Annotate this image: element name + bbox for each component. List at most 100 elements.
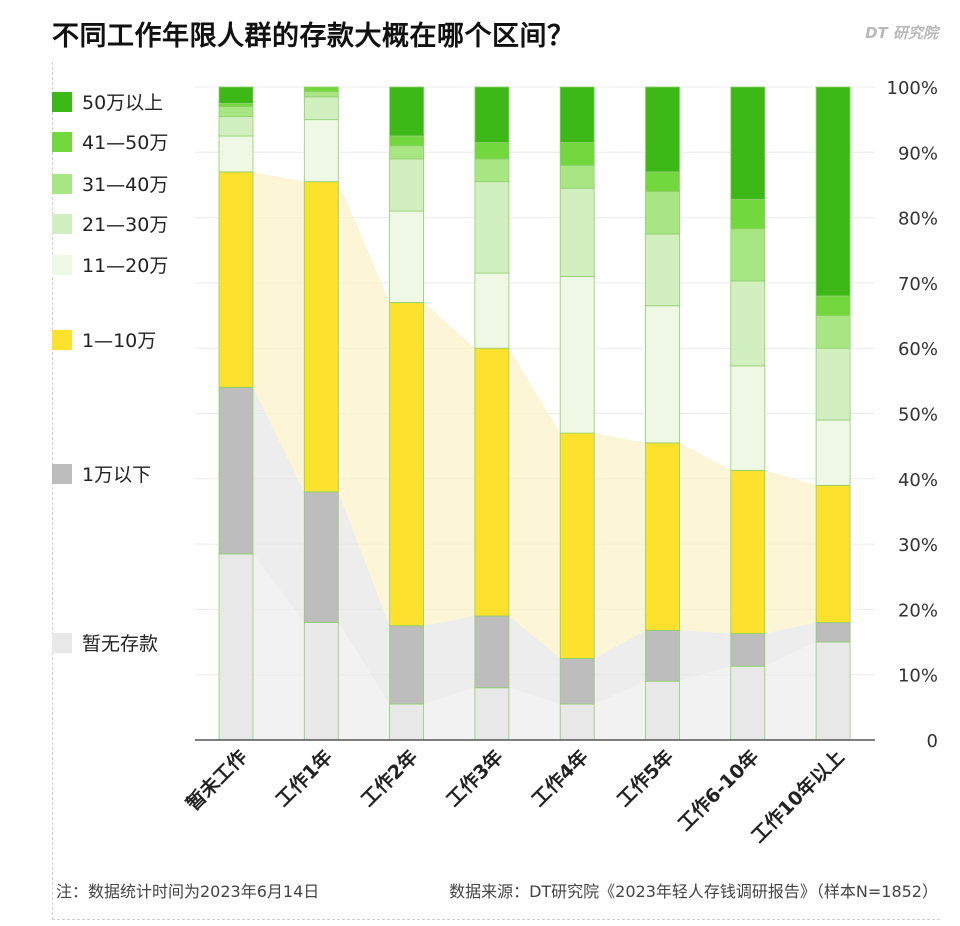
bar-segment [559,703,595,741]
bar-segment [303,91,339,98]
bar-segment [389,703,425,741]
legend-label: 21—30万 [82,214,169,236]
footer-note: 注：数据统计时间为2023年6月14日 [56,882,320,901]
brand-logo: DT 研究院 [865,24,938,42]
bar-segment [389,302,425,627]
bar-segment [389,135,425,147]
bar-segment [218,115,254,137]
bar-segment [815,315,851,349]
x-tick-label: 工作6-10年 [673,745,763,835]
y-tick-label: 50% [898,405,938,426]
y-tick-label: 100% [887,78,938,99]
bar-segment [389,625,425,705]
bar-segment [303,86,339,92]
bar-segment [815,419,851,486]
bar-segment [645,233,680,307]
bar-segment [559,164,595,189]
legend-item: 41—50万 [52,128,168,155]
bar-segment [730,633,766,667]
y-tick-label: 90% [898,143,938,164]
bar-segment [559,275,595,434]
x-tick-label: 工作1年 [271,745,337,811]
y-tick-label: 80% [898,209,938,230]
bar-segment [218,102,254,107]
bar-segment [559,86,595,143]
legend-item: 50万以上 [52,88,163,115]
legend-label: 1万以下 [82,464,152,486]
bar-segment [730,280,766,367]
bar-segment [303,622,339,741]
bar-segment [303,491,339,623]
y-tick-label: 0 [927,731,938,752]
legend-swatch [52,91,72,112]
x-tick-label: 工作3年 [442,745,508,811]
x-tick-label: 工作5年 [612,745,678,811]
legend-label: 31—40万 [82,174,169,196]
bar-segment [389,145,425,160]
x-tick-label: 工作4年 [527,745,593,811]
legend-label: 1—10万 [82,330,157,352]
bar-segment [474,347,510,617]
bar-segment [815,347,851,421]
bar-segment [815,86,851,297]
chart-frame [52,62,940,920]
bar-segment [815,295,851,316]
x-tick-label: 暂未工作 [182,745,252,815]
legend-swatch [52,463,72,484]
bar-segment [730,665,766,741]
bar-segment [730,86,766,200]
bar-segment [645,171,680,192]
bar-segment [218,106,254,117]
y-tick-label: 60% [898,339,938,360]
bar-segment [815,484,851,623]
legend-item: 暂无存款 [52,629,158,656]
bar-segment [303,181,339,493]
y-tick-label: 70% [898,274,938,295]
legend-label: 11—20万 [82,255,169,277]
bar-segment [474,272,510,349]
bar-segment [389,210,425,303]
y-tick-label: 20% [898,600,938,621]
x-tick-label: 工作2年 [356,745,422,811]
y-tick-label: 10% [898,666,938,687]
bar-segment [645,305,680,444]
chart-title: 不同工作年限人群的存款大概在哪个区间？ [52,21,575,52]
bar-segment [474,158,510,183]
bar-segment [218,135,254,173]
bar-segment [559,142,595,166]
bar-segment [645,629,680,682]
bar-segment [730,228,766,282]
bar-segment [218,171,254,388]
legend-swatch [52,254,72,275]
legend-swatch [52,632,72,653]
bar-segment [815,641,851,741]
bar-segment [303,119,339,183]
legend-item: 11—20万 [52,251,168,278]
bar-segment [474,142,510,160]
bar-segment [730,469,766,634]
legend-swatch [52,329,72,350]
legend-item: 1万以下 [52,460,151,487]
bar-segment [559,432,595,659]
legend-item: 21—30万 [52,210,168,237]
footer-source: 数据来源：DT研究院《2023年轻人存钱调研报告》（样本N=1852） [449,882,938,901]
band-1万以下 [219,387,851,705]
band-暂无存款 [219,553,851,740]
bar-segment [218,553,254,741]
legend-swatch [52,173,72,194]
legend-swatch [52,213,72,234]
bar-segment [303,96,339,121]
bar-segment [645,191,680,235]
bar-segment [645,680,680,741]
legend-swatch [52,131,72,152]
band-1—10万 [219,171,851,659]
bar-segment [389,158,425,212]
legend-item: 1—10万 [52,326,156,353]
bar-segment [218,386,254,555]
legend-label: 暂无存款 [82,633,159,655]
legend-label: 50万以上 [82,92,164,114]
legend-label: 41—50万 [82,132,169,154]
bar-segment [730,198,766,230]
bar-segment [559,657,595,705]
bar-segment [730,365,766,471]
